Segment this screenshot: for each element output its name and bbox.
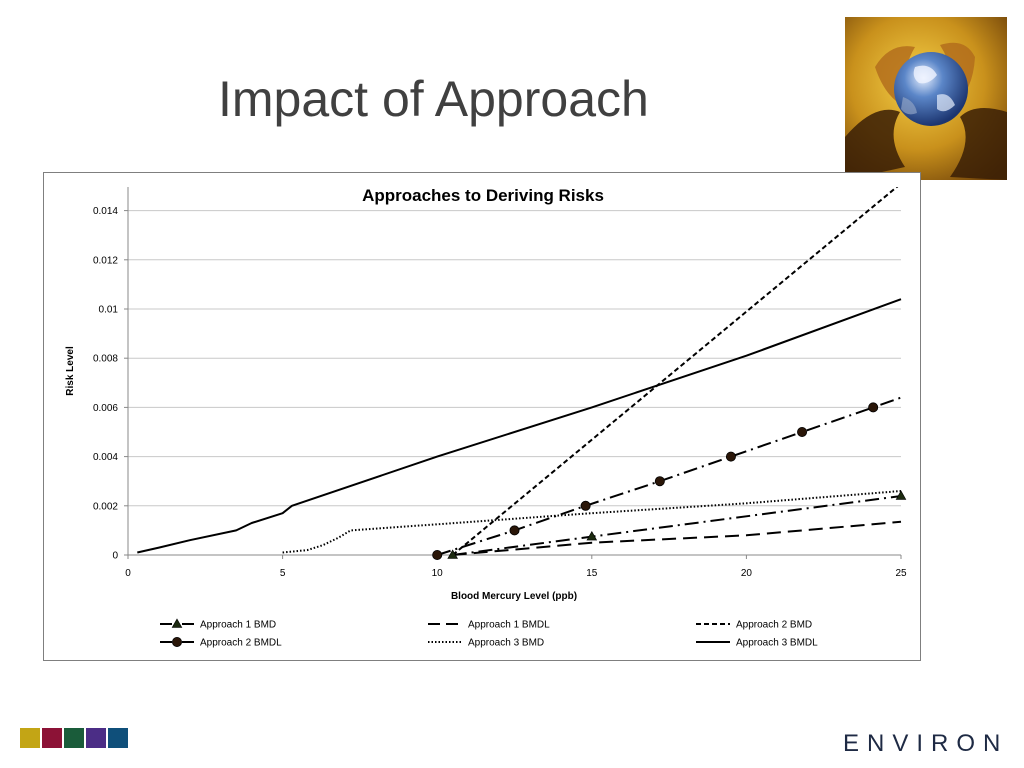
x-tick-label: 20	[741, 568, 753, 579]
data-point	[447, 549, 458, 559]
data-point	[580, 500, 591, 511]
chart-title: Approaches to Deriving Risks	[362, 186, 604, 205]
globe-in-hands-image	[845, 17, 1007, 180]
footer-square	[108, 728, 128, 748]
y-tick-label: 0	[112, 551, 118, 562]
environ-logo: ENVIRON	[843, 730, 1009, 757]
slide-title: Impact of Approach	[218, 71, 649, 127]
y-tick-label: 0.012	[93, 255, 118, 266]
legend-marker	[171, 618, 183, 628]
series-line	[452, 187, 899, 556]
series-line	[452, 495, 902, 556]
data-point	[509, 525, 520, 536]
chart-legend: Approach 1 BMD Approach 1 BMDL Approach 2 …	[160, 618, 818, 649]
y-axis-title: Risk Level	[65, 346, 76, 396]
data-point	[654, 476, 665, 487]
series-line	[137, 298, 902, 554]
x-tick-label: 5	[280, 568, 286, 579]
y-tick-label: 0.006	[93, 403, 118, 414]
legend-label: Approach 2 BMD	[736, 620, 812, 631]
footer-square	[64, 728, 84, 748]
footer-square	[20, 728, 40, 748]
series-line	[436, 396, 902, 556]
x-tick-label: 15	[586, 568, 598, 579]
x-tick-label: 25	[895, 568, 907, 579]
risk-line-chart: Approaches to Deriving Risks 0 0.002 0.004…	[65, 186, 907, 649]
data-point	[725, 451, 736, 462]
data-point	[586, 530, 598, 541]
y-tick-label: 0.01	[99, 305, 119, 316]
x-axis-title: Blood Mercury Level (ppb)	[451, 591, 577, 602]
legend-label: Approach 1 BMD	[200, 620, 276, 631]
data-point	[797, 426, 808, 437]
legend-marker	[171, 636, 182, 647]
series-line	[452, 520, 902, 556]
footer-square	[42, 728, 62, 748]
legend-label: Approach 1 BMDL	[468, 620, 550, 631]
legend-label: Approach 2 BMDL	[200, 638, 282, 649]
x-tick-label: 10	[432, 568, 444, 579]
data-point	[868, 402, 879, 413]
y-tick-label: 0.004	[93, 452, 118, 463]
y-tick-label: 0.002	[93, 501, 118, 512]
data-point	[895, 490, 907, 500]
chart-frame: Approaches to Deriving Risks 0 0.002 0.004…	[43, 172, 921, 661]
footer-square	[86, 728, 106, 748]
legend-label: Approach 3 BMDL	[736, 638, 818, 649]
footer-color-squares	[20, 728, 128, 748]
data-point	[432, 549, 443, 560]
legend-label: Approach 3 BMD	[468, 638, 544, 649]
series-line	[282, 490, 902, 554]
x-tick-label: 0	[125, 568, 131, 579]
y-tick-label: 0.008	[93, 354, 118, 365]
y-tick-label: 0.014	[93, 206, 118, 217]
